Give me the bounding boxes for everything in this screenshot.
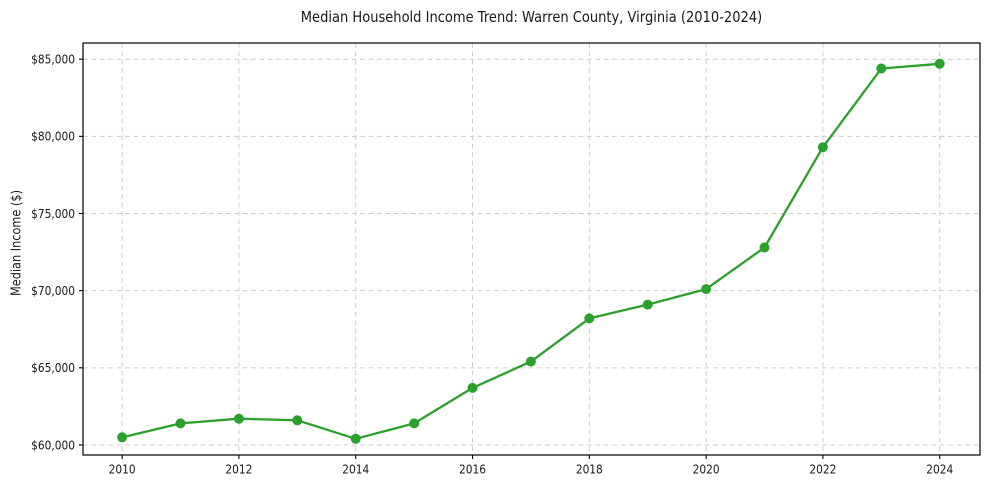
data-point-2015 xyxy=(409,418,420,429)
data-point-2019 xyxy=(642,299,653,310)
y-tick-label: $80,000 xyxy=(31,129,75,144)
chart-title: Median Household Income Trend: Warren Co… xyxy=(300,8,763,26)
plot-border xyxy=(82,42,981,456)
x-tick-label: 2024 xyxy=(926,462,953,477)
x-tick-label: 2014 xyxy=(342,462,369,477)
data-point-2016 xyxy=(467,382,478,393)
data-point-2021 xyxy=(759,242,770,253)
data-point-2022 xyxy=(817,142,828,153)
x-tick-label: 2010 xyxy=(109,462,136,477)
x-tick-label: 2022 xyxy=(809,462,836,477)
x-tick-label: 2018 xyxy=(576,462,603,477)
y-tick-label: $85,000 xyxy=(31,52,75,67)
data-point-2023 xyxy=(876,63,887,74)
data-point-2018 xyxy=(584,313,595,324)
income-trend-line xyxy=(120,62,941,440)
x-tick-label: 2016 xyxy=(459,462,486,477)
y-tick-label: $75,000 xyxy=(31,206,75,221)
data-point-2014 xyxy=(350,433,361,444)
y-tick-label: $60,000 xyxy=(31,437,75,452)
y-tick-label: $65,000 xyxy=(31,360,75,375)
data-point-2024 xyxy=(934,58,945,69)
data-point-2010 xyxy=(117,432,128,443)
data-point-2013 xyxy=(292,415,303,426)
data-point-2017 xyxy=(525,356,536,367)
x-tick-label: 2012 xyxy=(225,462,252,477)
y-tick-label: $70,000 xyxy=(31,283,75,298)
x-tick-label: 2020 xyxy=(693,462,720,477)
data-point-2020 xyxy=(701,284,712,295)
data-point-2011 xyxy=(175,418,186,429)
data-point-2012 xyxy=(233,413,244,424)
